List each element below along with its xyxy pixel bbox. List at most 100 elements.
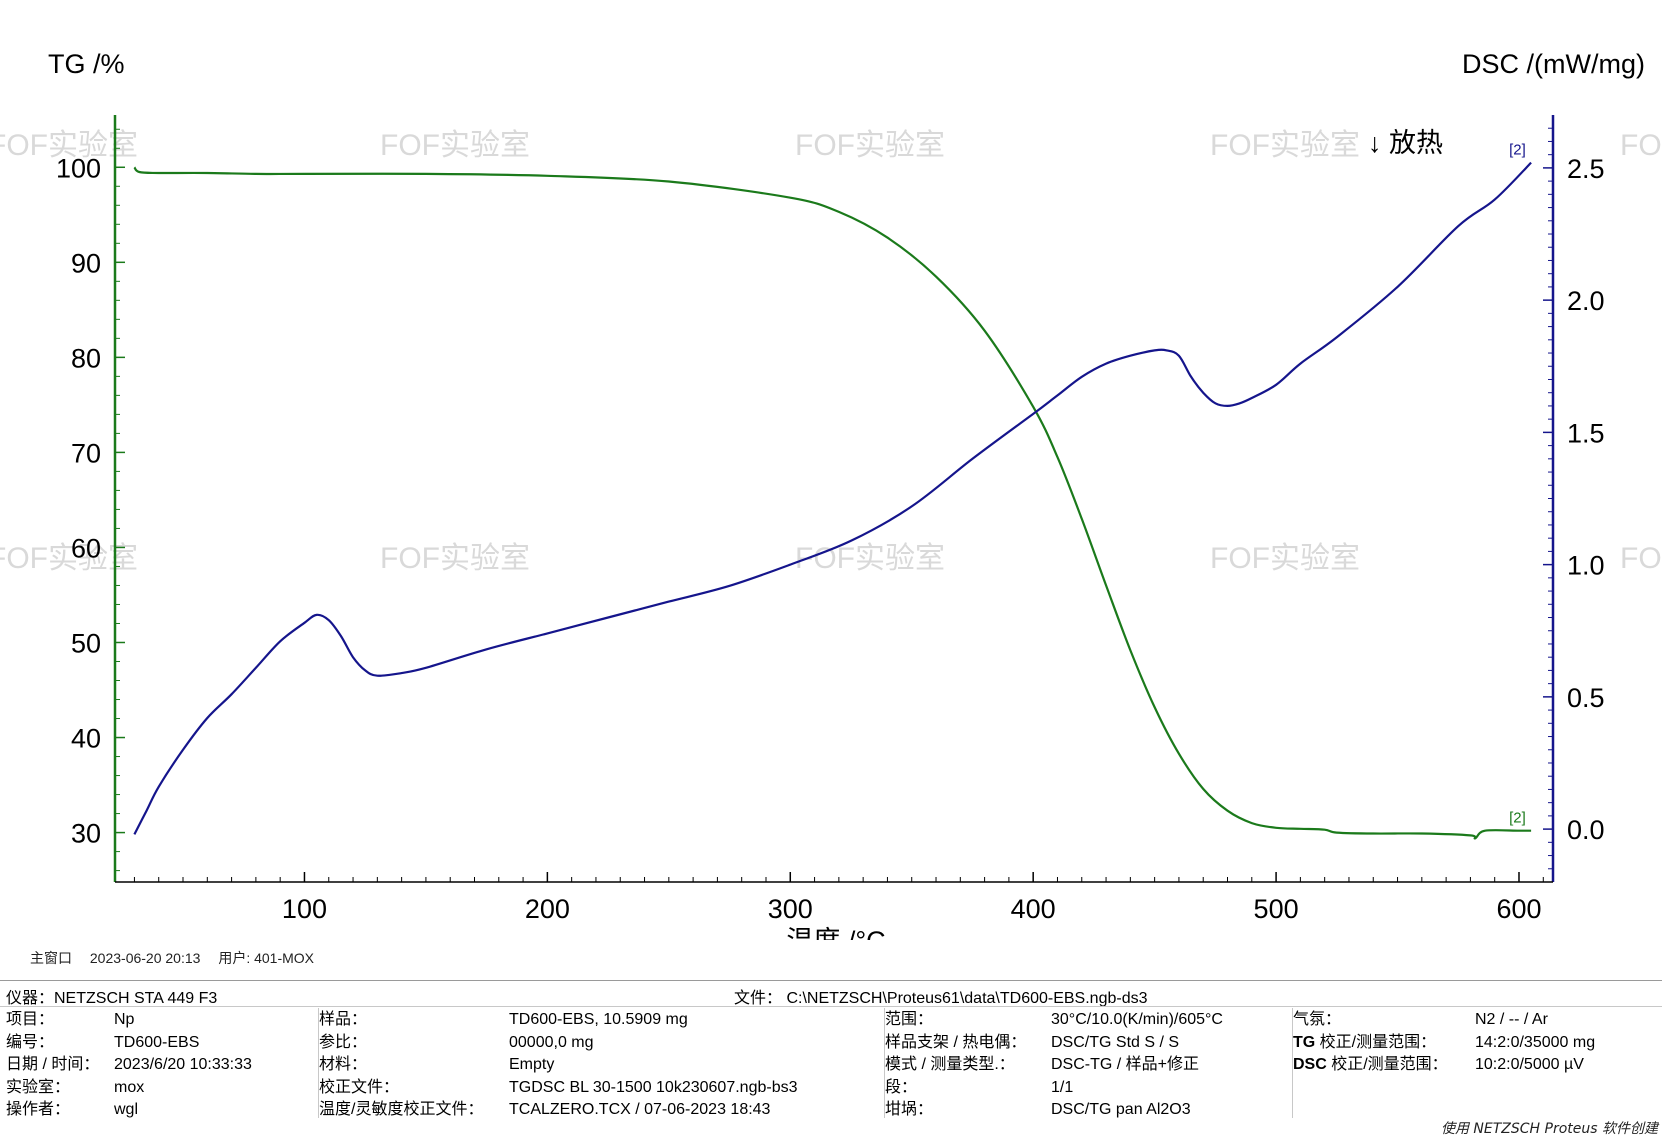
y-right-tick-label: 1.0 — [1567, 551, 1605, 581]
y-left-tick-label: 80 — [71, 343, 101, 373]
info-label: 温度/灵敏度校正文件： — [319, 1101, 484, 1118]
info-row: 坩埚： DSC/TG pan Al2O3 — [885, 1098, 1291, 1121]
x-tick-label: 300 — [768, 894, 813, 924]
info-value: DSC/TG Std S / S — [1051, 1033, 1180, 1051]
watermark-1-2: FOF实验室 — [795, 542, 945, 575]
window-datetime: 2023-06-20 20:13 — [89, 950, 201, 966]
info-row: 气氛： N2 / -- / Ar — [1293, 1008, 1661, 1031]
info-label: 校正文件： — [319, 1078, 400, 1096]
info-label: TG 校正/测量范围： — [1293, 1033, 1437, 1051]
x-tick-label: 400 — [1011, 894, 1056, 924]
info-value: 00000,0 mg — [509, 1033, 594, 1051]
info-label: 项目： — [6, 1011, 55, 1028]
y-right-tick-label: 0.0 — [1567, 815, 1605, 845]
info-row: 参比： 00000,0 mg — [319, 1031, 885, 1054]
info-label: 段： — [885, 1078, 918, 1096]
info-value: 2023/6/20 10:33:33 — [114, 1056, 252, 1073]
info-header-row: 仪器：NETZSCH STA 449 F3 文件： C:\NETZSCH\Pro… — [6, 984, 1656, 1007]
window-name: 主窗口 — [30, 950, 72, 966]
info-row: 样品： TD600-EBS, 10.5909 mg — [319, 1008, 885, 1031]
info-row: 样品支架 / 热电偶： DSC/TG Std S / S — [885, 1031, 1291, 1054]
info-label: 坩埚： — [885, 1101, 934, 1118]
dsc-curve-marker: [2] — [1509, 142, 1526, 159]
y-axis-right-title: DSC /(mW/mg) — [1462, 49, 1645, 79]
watermarks: FOF实验室 FOF实验室 FOF实验室 FOF实验室 FOF实验室 FOF实验室 FOF实… — [0, 129, 1662, 575]
info-value: TGDSC BL 30-1500 10k230607.ngb-bs3 — [509, 1078, 798, 1096]
chart: FOF实验室 FOF实验室 FOF实验室 FOF实验室 FOF实验室 FOF实验室 FOF实… — [0, 49, 1662, 940]
info-value: wgl — [114, 1101, 139, 1118]
info-value: 14:2:0/35000 mg — [1475, 1033, 1596, 1051]
axes — [113, 115, 1555, 883]
info-row: TG 校正/测量范围： 14:2:0/35000 mg — [1293, 1031, 1661, 1054]
info-value: TCALZERO.TCX / 07-06-2023 18:43 — [509, 1101, 771, 1118]
measurement-info-panel: 仪器：NETZSCH STA 449 F3 文件： C:\NETZSCH\Pro… — [0, 980, 1662, 1119]
watermark-0-2: FOF实验室 — [795, 129, 945, 162]
x-axis-title: 温度 /°C — [786, 926, 885, 940]
dsc-curve — [133, 161, 1532, 835]
instrument: 仪器：NETZSCH STA 449 F3 — [6, 990, 218, 1007]
info-row: 编号： TD600-EBS — [6, 1031, 316, 1054]
watermark-0-4: FOF实验室 — [1620, 129, 1662, 162]
ticks: 100 200 300 400 500 600 30 40 50 60 70 80 90 100 0.0 0.… — [56, 127, 1605, 924]
info-label: 模式 / 测量类型.： — [885, 1056, 1015, 1073]
x-tick-label: 100 — [282, 894, 327, 924]
info-value: 30°C/10.0(K/min)/605°C — [1051, 1011, 1223, 1028]
x-tick-label: 500 — [1254, 894, 1299, 924]
y-left-tick-label: 30 — [71, 819, 101, 849]
info-value: 1/1 — [1051, 1078, 1074, 1096]
watermark-0-3: FOF实验室 — [1210, 129, 1360, 162]
info-value: mox — [114, 1078, 145, 1096]
y-right-tick-label: 0.5 — [1567, 683, 1605, 713]
info-row: 实验室： mox — [6, 1076, 316, 1099]
y-right-tick-label: 2.0 — [1567, 286, 1605, 316]
info-row: 校正文件： TGDSC BL 30-1500 10k230607.ngb-bs3 — [319, 1076, 885, 1099]
y-left-tick-label: 90 — [71, 248, 101, 278]
info-row: 温度/灵敏度校正文件： TCALZERO.TCX / 07-06-2023 18:… — [319, 1098, 885, 1121]
info-label: DSC 校正/测量范围： — [1293, 1056, 1448, 1073]
watermark-0-1: FOF实验室 — [380, 129, 530, 162]
tg-curve — [133, 166, 1532, 840]
y-left-tick-label: 50 — [71, 628, 101, 658]
info-row: 材料： Empty — [319, 1053, 885, 1076]
info-label: 操作者： — [6, 1101, 71, 1118]
exotherm-annotation: ↓ 放热 — [1368, 128, 1443, 158]
x-tick-label: 600 — [1496, 894, 1541, 924]
watermark-1-1: FOF实验室 — [380, 542, 530, 575]
info-column-3: 范围： 30°C/10.0(K/min)/605°C 样品支架 / 热电偶： DSC/… — [884, 1008, 1291, 1118]
info-label: 日期 / 时间： — [6, 1056, 100, 1073]
footer-credit: 使用 NETZSCH Proteus 软件创建 — [1440, 1121, 1658, 1137]
info-column-1: 项目： Np 编号： TD600-EBS 日期 / 时间： 2023/6/20 10:33… — [6, 1008, 316, 1118]
y-left-tick-label: 40 — [71, 724, 101, 754]
info-label: 样品： — [319, 1011, 368, 1028]
y-left-tick-label: 60 — [71, 533, 101, 563]
window-user: 用户: 401-MOX — [218, 950, 315, 966]
info-value: Np — [114, 1011, 135, 1028]
info-value: N2 / -- / Ar — [1475, 1011, 1548, 1028]
info-row: 范围： 30°C/10.0(K/min)/605°C — [885, 1008, 1291, 1031]
y-left-tick-label: 100 — [56, 153, 101, 183]
info-value: TD600-EBS — [114, 1033, 200, 1051]
info-label: 气氛： — [1293, 1011, 1342, 1028]
info-value: TD600-EBS, 10.5909 mg — [509, 1011, 688, 1028]
window-info: 主窗口 2023-06-20 20:13 用户: 401-MOX — [30, 948, 328, 968]
info-row: 段： 1/1 — [885, 1076, 1291, 1099]
series: [2] [2] — [133, 142, 1532, 840]
info-column-4: 气氛： N2 / -- / Ar TG 校正/测量范围： 14:2:0/35000 m… — [1292, 1008, 1661, 1118]
y-axis-left-title: TG /% — [48, 49, 125, 79]
info-value: DSC/TG pan Al2O3 — [1051, 1101, 1191, 1118]
info-label: 范围： — [885, 1011, 934, 1028]
file-path: 文件： C:\NETZSCH\Proteus61\data\TD600-EBS.… — [734, 990, 1148, 1007]
tg-curve-marker: [2] — [1509, 810, 1526, 827]
info-label: 样品支架 / 热电偶： — [885, 1033, 1027, 1051]
info-value: Empty — [509, 1056, 555, 1073]
y-right-tick-label: 2.5 — [1567, 154, 1605, 184]
info-row: 项目： Np — [6, 1008, 316, 1031]
y-left-tick-label: 70 — [71, 438, 101, 468]
x-tick-label: 200 — [525, 894, 570, 924]
info-label: 参比： — [319, 1033, 368, 1051]
info-value: 10:2:0/5000 µV — [1475, 1056, 1584, 1073]
info-row: 日期 / 时间： 2023/6/20 10:33:33 — [6, 1053, 316, 1076]
info-row: DSC 校正/测量范围： 10:2:0/5000 µV — [1293, 1053, 1661, 1076]
info-label: 材料： — [319, 1056, 368, 1073]
info-label: 编号： — [6, 1033, 55, 1051]
